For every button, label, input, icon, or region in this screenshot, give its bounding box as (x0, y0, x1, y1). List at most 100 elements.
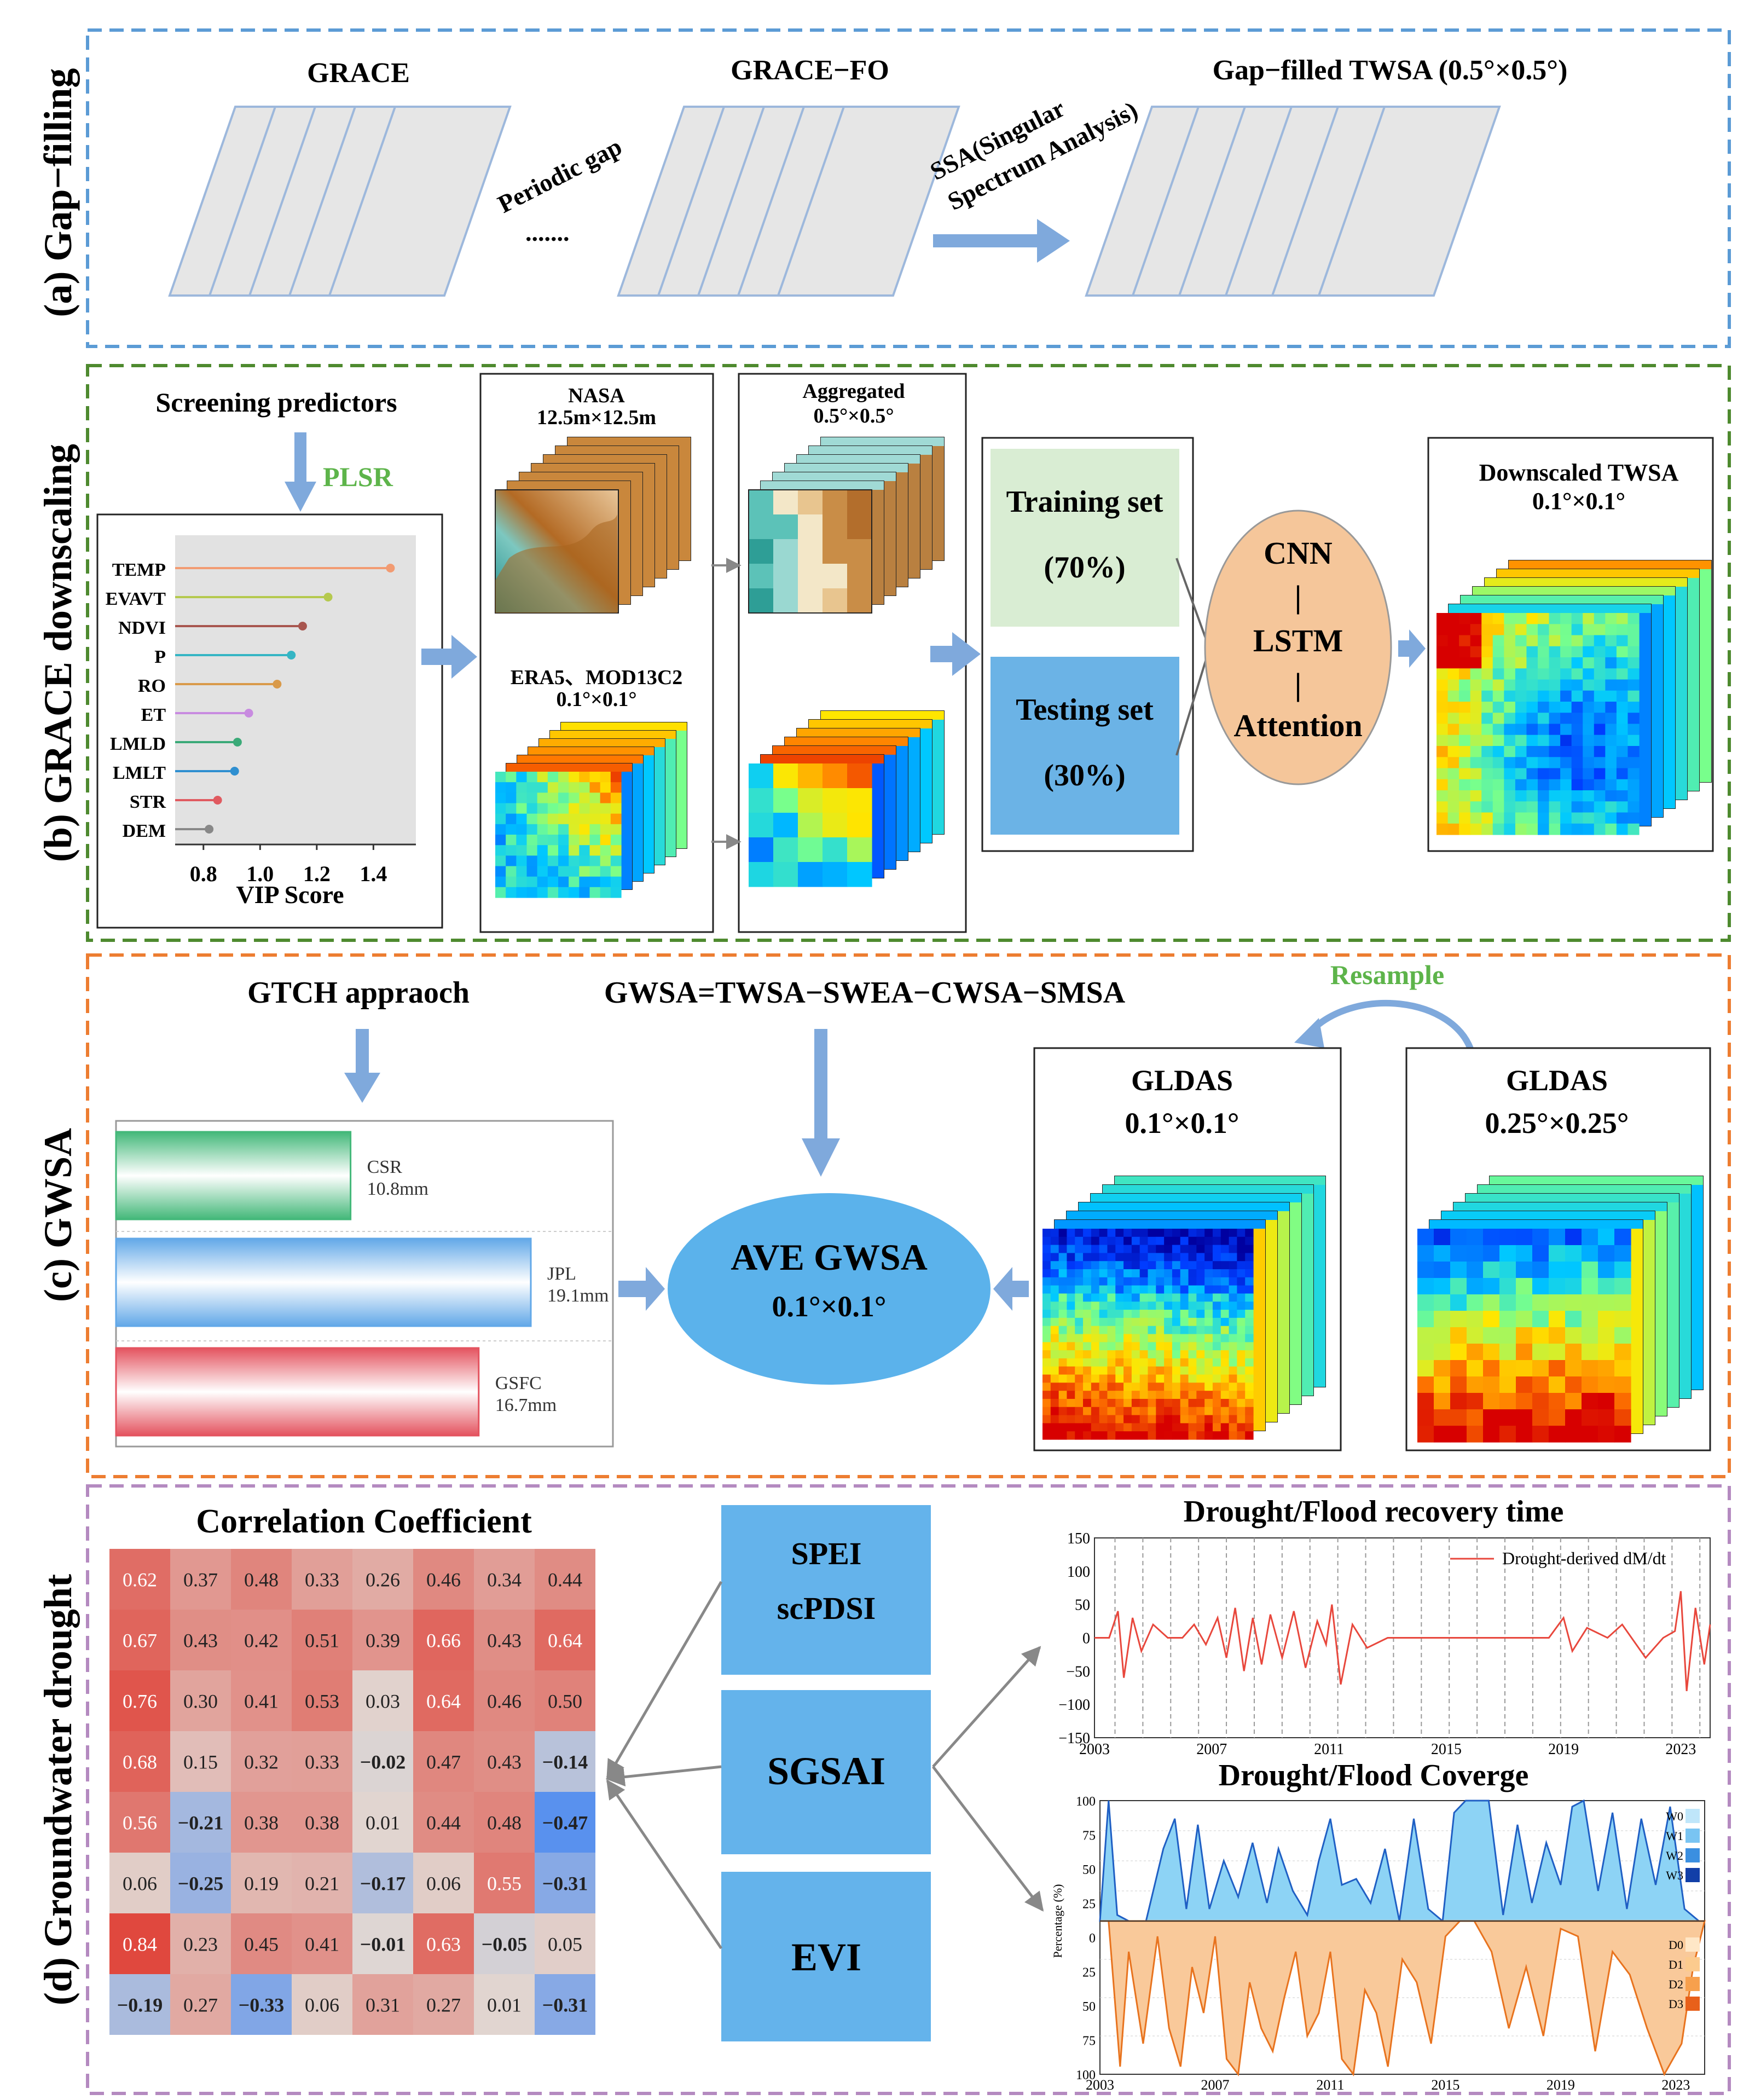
era-cell (558, 813, 569, 825)
down-cell (1605, 613, 1617, 624)
agg-layer-edge (809, 446, 932, 455)
era-cell (537, 845, 548, 856)
gldas2-cell (1450, 1294, 1467, 1311)
gldas1-cell (1220, 1317, 1230, 1327)
era-cell (610, 845, 622, 856)
gldas1-cell (1123, 1277, 1132, 1286)
agg-jet-cell (749, 837, 774, 863)
down-cell (1447, 613, 1459, 624)
gldas2-layer-edge (1453, 1202, 1667, 1211)
down-cell (1437, 657, 1449, 669)
gldas1-cell (1083, 1431, 1092, 1440)
gldas1-cell (1196, 1415, 1205, 1424)
grace-fo-frame-stack (617, 106, 960, 297)
gldas2-cell (1417, 1327, 1434, 1344)
gldas1-cell (1067, 1415, 1075, 1424)
agg-layer-edge (884, 472, 896, 595)
gldas1-cell (1164, 1358, 1173, 1367)
gldas1-cell (1123, 1253, 1132, 1262)
era-cell (558, 792, 569, 804)
corr-cell-value: 0.64 (548, 1630, 582, 1652)
gldas1-cell (1067, 1245, 1075, 1254)
down-cell (1470, 702, 1482, 713)
gldas1-cell (1067, 1293, 1075, 1302)
down-cell (1459, 657, 1471, 669)
gldas2-cell (1565, 1360, 1582, 1377)
down-cell (1459, 746, 1471, 757)
down-cell (1583, 635, 1595, 647)
vip-point (298, 622, 307, 630)
gldas1-cell (1067, 1382, 1075, 1391)
agg-cell (798, 490, 823, 515)
down-cell (1492, 790, 1504, 802)
gldas2-cell (1417, 1229, 1434, 1246)
corr-cell (231, 1670, 292, 1731)
gldas1-cell (1058, 1326, 1068, 1335)
gldas1-cell (1204, 1285, 1213, 1294)
era-cell (526, 866, 538, 877)
down-layer-edge (1485, 578, 1687, 587)
era-layer-edge (621, 763, 632, 889)
agg-cell (798, 564, 823, 589)
era-cell (506, 813, 517, 825)
gldas1-cell (1075, 1293, 1084, 1302)
coverage-d-label: D2 (1669, 1977, 1683, 1991)
era-cell (569, 824, 580, 835)
gldas1-cell (1164, 1245, 1173, 1254)
down-cell (1481, 624, 1493, 636)
nasa-layer-edge (679, 437, 691, 560)
gldas1-cell (1131, 1374, 1140, 1383)
gldas1-cell (1075, 1415, 1084, 1424)
gldas1-cell (1180, 1366, 1189, 1375)
gldas1-cell (1107, 1326, 1116, 1335)
gldas1-cell (1042, 1285, 1051, 1294)
gldas1-cell (1229, 1398, 1237, 1408)
gldas1-cell (1164, 1261, 1173, 1270)
gldas1-cell (1237, 1350, 1246, 1359)
gldas1-cell (1196, 1277, 1205, 1286)
gldas1-cell (1107, 1253, 1116, 1262)
down-cell (1583, 702, 1595, 713)
down-cell (1492, 635, 1504, 647)
agg-jet-cell (847, 788, 872, 813)
down-cell (1605, 790, 1617, 802)
corr-cell-value: 0.50 (548, 1691, 582, 1713)
gldas1-cell (1067, 1391, 1075, 1399)
corr-cell (109, 1853, 170, 1913)
gldas1-cell (1245, 1431, 1254, 1440)
panel-d-label: (d) Groundwater drought (36, 1574, 80, 2005)
downscaled-twsa-stack (1437, 560, 1712, 835)
gldas1-cell (1107, 1301, 1116, 1310)
nasa-layer-edge (618, 481, 630, 604)
gldas1-cell (1204, 1358, 1213, 1367)
era-cell (495, 824, 506, 835)
era-cell (589, 803, 601, 814)
vip-point (287, 651, 296, 659)
gldas2-cell (1499, 1278, 1516, 1295)
gldas2-cell (1565, 1229, 1582, 1246)
down-cell (1515, 779, 1527, 791)
nasa-layer-edge (630, 472, 642, 595)
panel-c-border (86, 953, 1731, 1478)
gldas1-cell (1050, 1382, 1059, 1391)
corr-cell (474, 1913, 535, 1974)
corr-cell (352, 1731, 413, 1792)
gldas1-cell (1083, 1398, 1092, 1408)
era-cell (569, 803, 580, 814)
corr-cell (535, 1670, 595, 1731)
gldas1-cell (1099, 1382, 1108, 1391)
gldas2-cell (1434, 1245, 1451, 1262)
gldas2-cell (1532, 1245, 1549, 1262)
era-cell (495, 772, 506, 783)
era-cell (537, 876, 548, 888)
gldas1-cell (1220, 1423, 1230, 1432)
training-label-1: Training set (1006, 485, 1163, 519)
agg-layer-edge (872, 481, 884, 604)
gldas1-cell (1083, 1301, 1092, 1310)
gldas1-cell (1131, 1391, 1140, 1399)
down-cell (1526, 724, 1538, 736)
gldas1-cell (1075, 1229, 1084, 1237)
gldas2-cell (1549, 1245, 1566, 1262)
gldas1-cell (1196, 1374, 1205, 1383)
